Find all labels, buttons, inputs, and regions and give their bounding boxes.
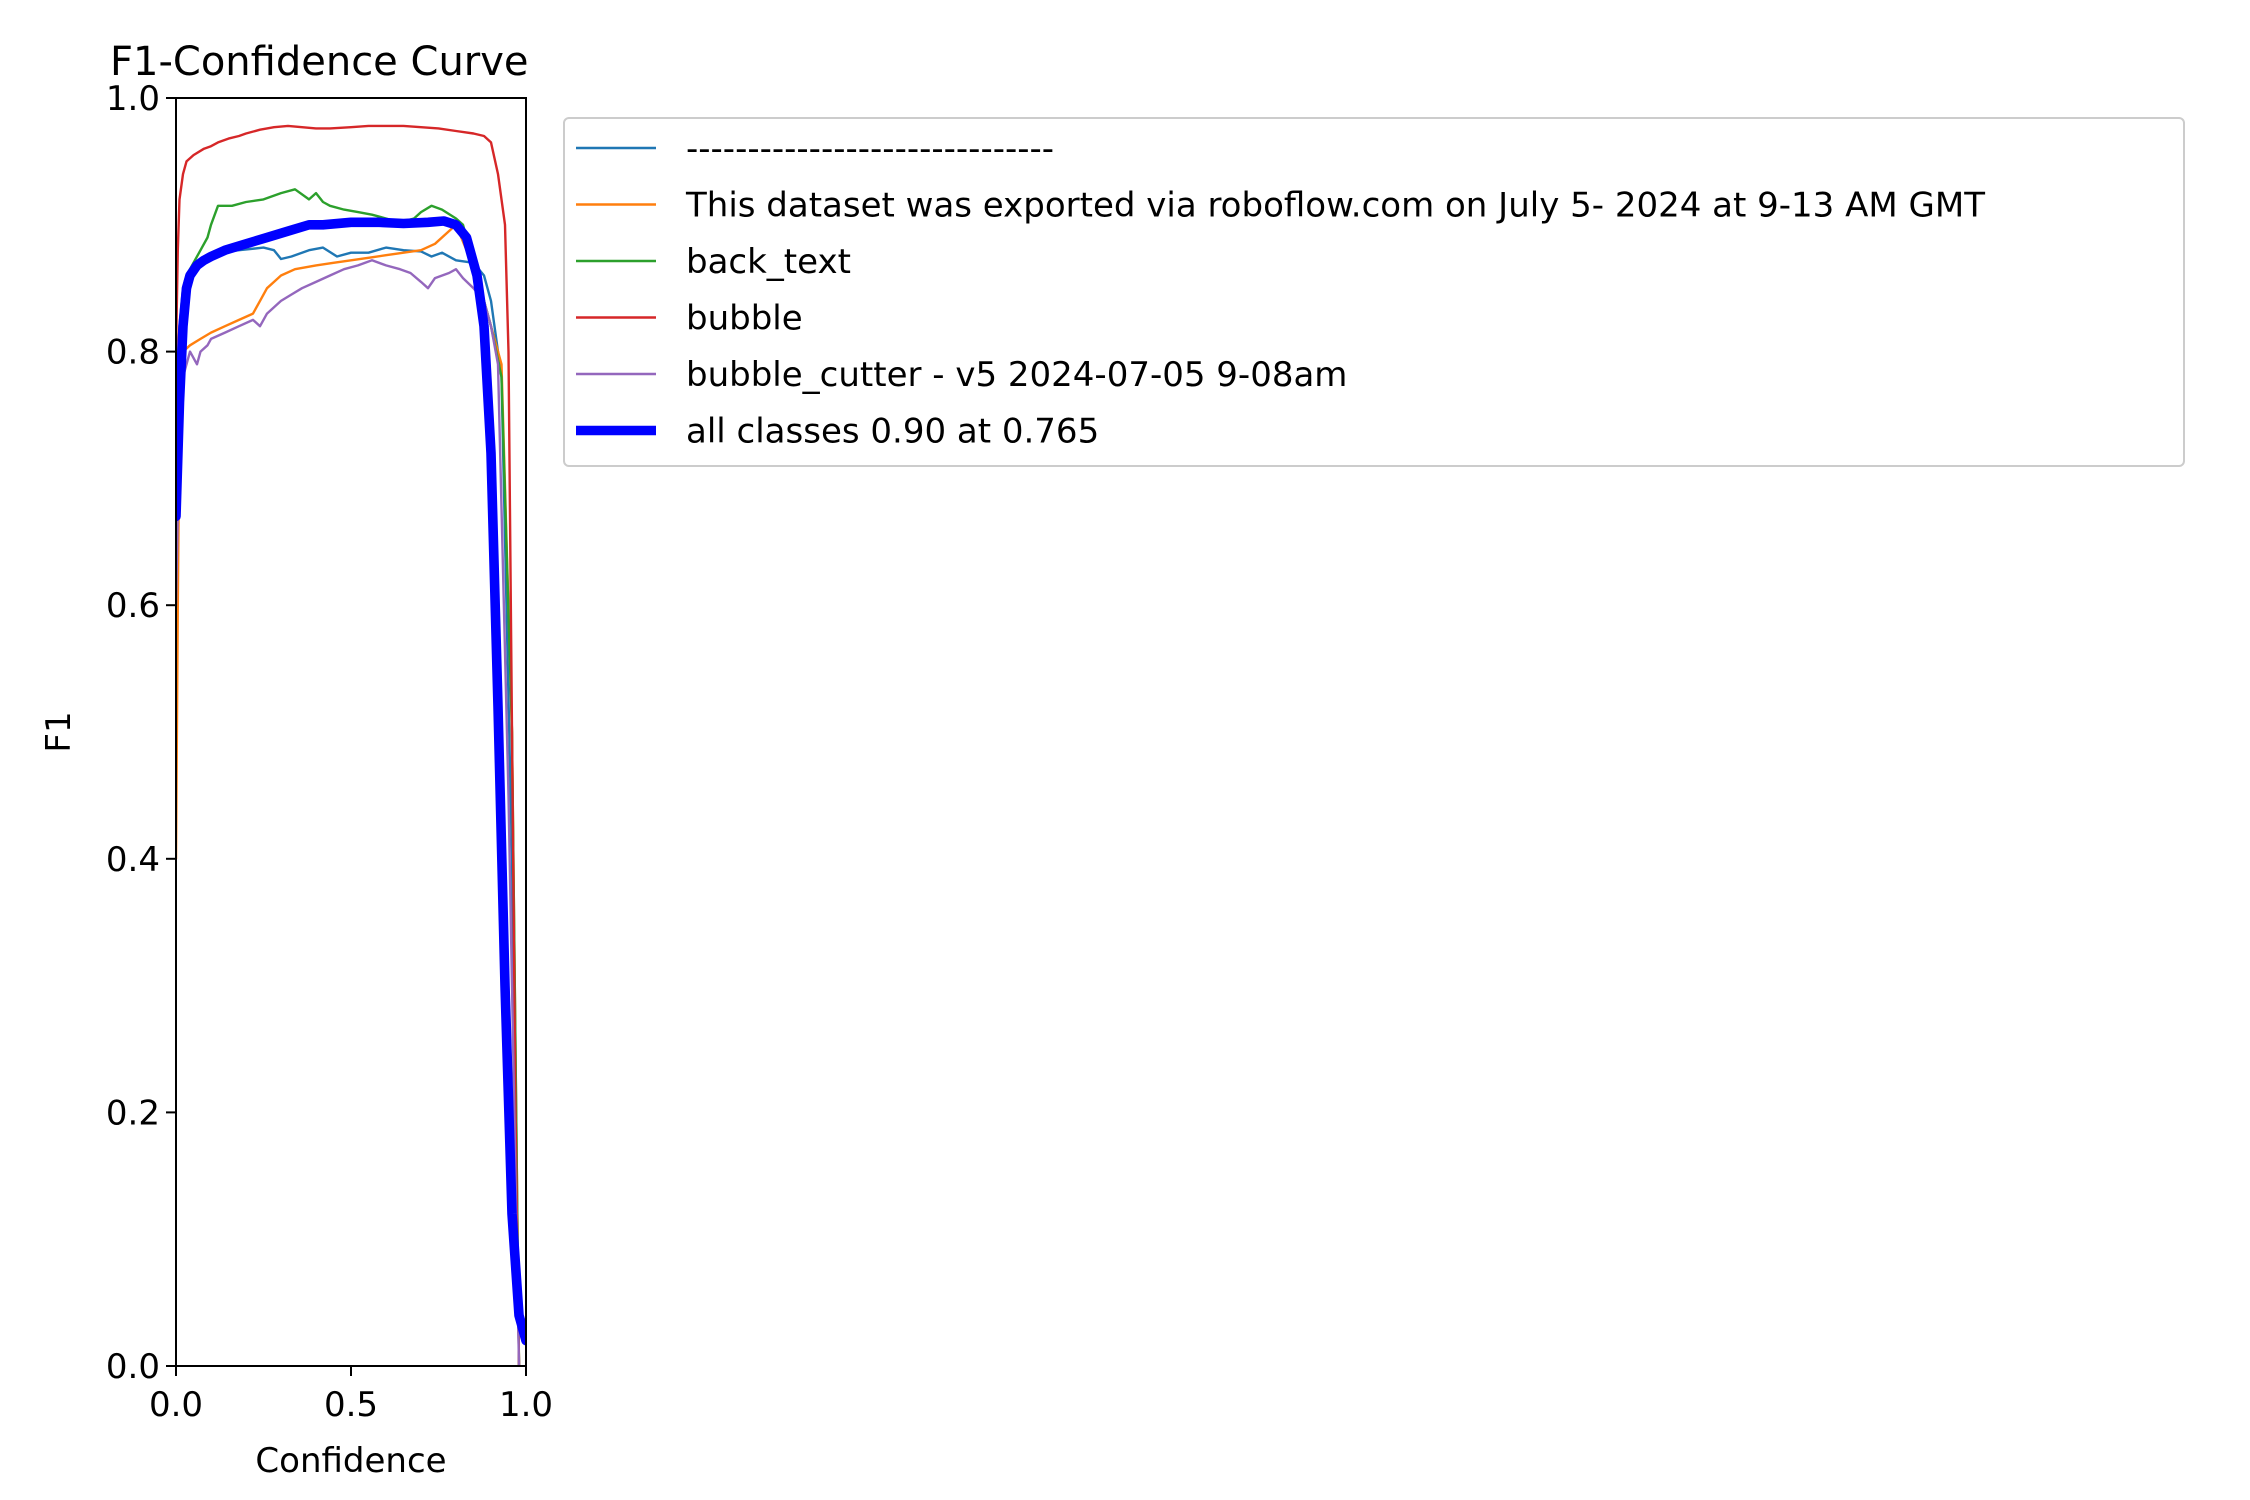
series-line-3	[176, 124, 521, 1366]
series-line-4	[176, 259, 521, 1366]
legend-label-0: ------------------------------	[686, 129, 1054, 169]
y-tick-label: 0.6	[106, 586, 160, 626]
x-tick-label: 1.0	[499, 1385, 553, 1425]
y-tick-label: 0.4	[106, 840, 160, 880]
legend-label-5: all classes 0.90 at 0.765	[686, 412, 1099, 452]
x-tick-label: 0.0	[149, 1385, 203, 1425]
series-line-0	[176, 246, 521, 1366]
series-line-1	[176, 223, 521, 1366]
legend-label-2: back_text	[686, 242, 851, 282]
legend-label-1: This dataset was exported via roboflow.c…	[685, 186, 1985, 226]
y-axis-label: F1	[39, 711, 79, 752]
x-tick-label: 0.5	[324, 1385, 378, 1425]
legend-label-3: bubble	[686, 299, 803, 339]
y-tick-label: 1.0	[106, 79, 160, 119]
y-axis: 0.0 0.2 0.4 0.6 0.8 1.0	[106, 79, 176, 1387]
y-tick-label: 0.2	[106, 1093, 160, 1133]
x-axis: 0.0 0.5 1.0	[149, 1366, 553, 1425]
y-tick-label: 0.0	[106, 1347, 160, 1387]
x-axis-label: Confidence	[255, 1441, 446, 1481]
series-line-2	[176, 188, 521, 1366]
legend-box	[563, 117, 2185, 467]
legend: ------------------------------ This datas…	[563, 117, 2185, 467]
chart-title: F1-Confidence Curve	[110, 39, 529, 85]
legend-label-4: bubble_cutter - v5 2024-07-05 9-08am	[686, 355, 1347, 395]
y-tick-label: 0.8	[106, 333, 160, 373]
series-layer	[176, 124, 526, 1366]
series-line-5	[176, 216, 526, 1346]
